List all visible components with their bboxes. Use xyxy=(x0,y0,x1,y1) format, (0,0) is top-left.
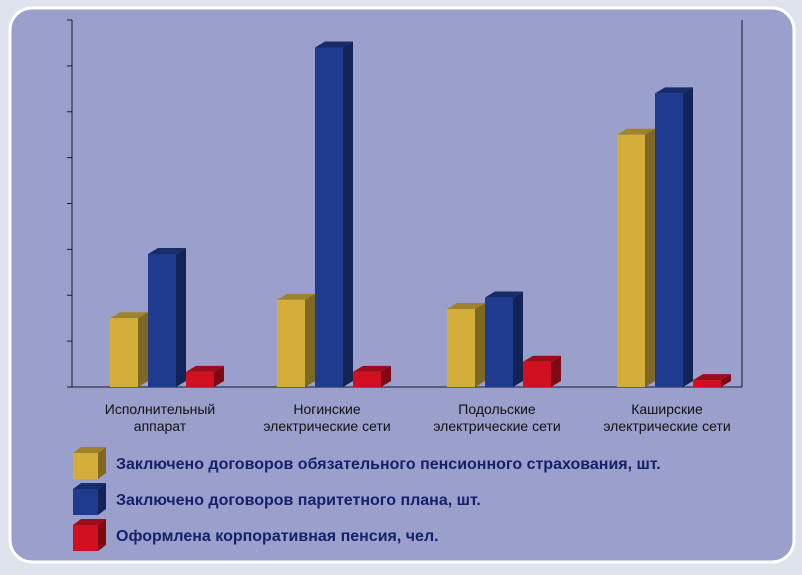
legend-swatch xyxy=(73,447,106,479)
bar-front xyxy=(186,371,214,387)
bar-side xyxy=(305,293,315,387)
bar-top xyxy=(693,374,731,381)
bar xyxy=(655,87,693,388)
bar-side xyxy=(513,291,523,387)
bar-top xyxy=(110,312,148,319)
swatch-side xyxy=(98,447,106,479)
bar xyxy=(353,365,391,387)
bar-top xyxy=(353,365,391,372)
swatch-top xyxy=(73,519,106,525)
bar-front xyxy=(447,309,475,387)
bar-front xyxy=(693,380,721,387)
bar-side xyxy=(343,41,353,388)
bar xyxy=(617,128,655,387)
bar-front xyxy=(617,134,645,387)
x-tick-label: Каширские электрические сети xyxy=(603,401,730,434)
legend-swatch xyxy=(73,483,106,515)
bar-top xyxy=(523,355,561,362)
bar xyxy=(523,355,561,387)
bar xyxy=(693,374,731,387)
bar-side xyxy=(551,355,561,387)
bar xyxy=(485,291,523,387)
swatch-front xyxy=(73,489,98,515)
bar-top xyxy=(186,365,224,372)
bar-front xyxy=(110,318,138,387)
panel xyxy=(8,6,796,564)
swatch-front xyxy=(73,453,98,479)
swatch-top xyxy=(73,447,106,453)
bar-front xyxy=(655,93,683,388)
bar-front xyxy=(485,297,513,387)
legend-label: Оформлена корпоративная пенсия, чел. xyxy=(116,528,439,545)
legend-label: Заключено договоров паритетного плана, ш… xyxy=(116,492,481,509)
bar-side xyxy=(721,374,731,387)
bar xyxy=(186,365,224,387)
swatch-front xyxy=(73,525,98,551)
bar xyxy=(447,303,485,387)
bar-top xyxy=(277,293,315,300)
bar-side xyxy=(475,303,485,387)
legend-label: Заключено договоров обязательного пенсио… xyxy=(116,456,661,473)
bar-side xyxy=(214,365,224,387)
bar-front xyxy=(315,47,343,388)
bar-top xyxy=(655,87,693,94)
bar-side xyxy=(683,87,693,388)
bar-front xyxy=(148,253,176,387)
bar-front xyxy=(523,361,551,387)
legend-swatch xyxy=(73,519,106,551)
x-tick-label: Подольские электрические сети xyxy=(433,401,560,434)
bar-top xyxy=(148,247,186,254)
bar xyxy=(315,41,353,388)
bar-front xyxy=(277,299,305,387)
x-tick-label: Ногинские электрические сети xyxy=(263,401,390,434)
x-tick-label: Исполнительный аппарат xyxy=(105,401,216,434)
bar-side xyxy=(176,247,186,387)
swatch-side xyxy=(98,483,106,515)
bar-top xyxy=(485,291,523,298)
bar-top xyxy=(447,303,485,310)
bar xyxy=(110,312,148,387)
swatch-side xyxy=(98,519,106,551)
bar xyxy=(277,293,315,387)
bar xyxy=(148,247,186,387)
bar-side xyxy=(138,312,148,387)
bar-side xyxy=(645,128,655,387)
bar-side xyxy=(381,365,391,387)
swatch-top xyxy=(73,483,106,489)
bar-front xyxy=(353,371,381,387)
bar-top xyxy=(315,41,353,48)
bar-top xyxy=(617,128,655,135)
